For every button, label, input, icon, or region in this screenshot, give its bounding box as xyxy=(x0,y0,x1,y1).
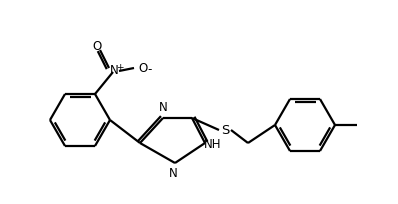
Text: O: O xyxy=(139,61,148,74)
Text: N: N xyxy=(109,64,118,78)
Text: +: + xyxy=(116,62,124,71)
Text: N: N xyxy=(169,167,178,180)
Text: N: N xyxy=(159,101,168,114)
Text: NH: NH xyxy=(204,139,222,152)
Text: O: O xyxy=(92,40,101,52)
Text: S: S xyxy=(221,123,229,136)
Text: -: - xyxy=(148,63,152,76)
